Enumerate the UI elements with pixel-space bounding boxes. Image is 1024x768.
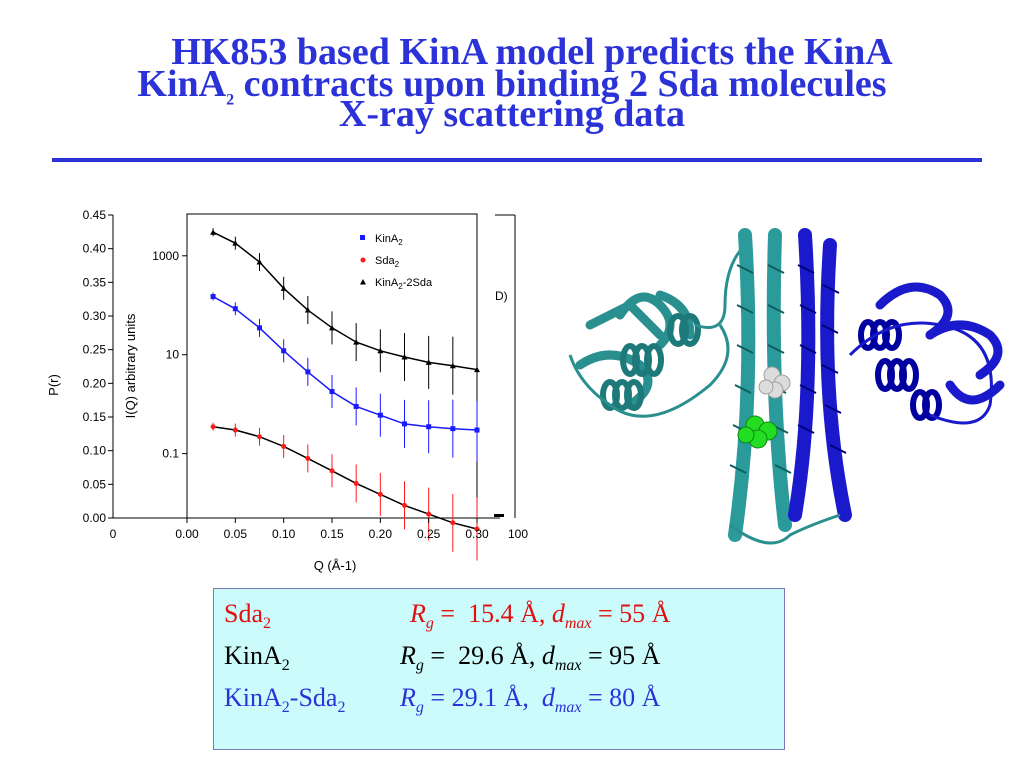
legend-marker [360, 257, 366, 263]
data-point [329, 389, 335, 395]
data-point [450, 520, 456, 526]
iq-xtick-label: 0.00 [175, 527, 199, 541]
iq-ytick-label: 10 [166, 348, 180, 362]
pr-partial-label: D) [495, 289, 508, 303]
data-point [232, 427, 238, 433]
data-point [304, 307, 311, 313]
data-point [474, 366, 480, 373]
pr-yticks: 0.45 0.40 0.35 0.30 0.25 0.20 0.15 0.10 0.05 0.00 [83, 208, 113, 525]
data-point [426, 424, 432, 430]
iq-chart: 0.00 0.05 0.10 0.15 0.20 0.25 0.30 1000 10 0.1 Ki… [123, 213, 489, 573]
iq-xtick-label: 0.10 [272, 527, 296, 541]
legend-label: KinA2 [375, 233, 403, 247]
data-point [281, 443, 287, 449]
iq-xtick-label: 0.25 [417, 527, 441, 541]
legend-marker [360, 279, 366, 285]
data-point [449, 362, 456, 369]
slide-title-line3: X-ray scattering data [338, 93, 686, 135]
data-point [401, 353, 408, 360]
pr-ytick-label: 0.45 [83, 208, 107, 222]
legend-label: Sda2 [375, 255, 400, 269]
data-point [256, 258, 263, 265]
pr-xtick-left: 0 [110, 527, 117, 541]
pr-ytick-label: 0.20 [83, 376, 107, 390]
iq-xtick-label: 0.05 [224, 527, 248, 541]
data-point [474, 526, 480, 532]
iq-xtick-label: 0.20 [369, 527, 393, 541]
data-point [474, 427, 480, 433]
iq-xlabel: Q (Å-1) [314, 558, 357, 573]
data-point [257, 325, 262, 331]
data-point [257, 434, 262, 440]
pr-ytick-label: 0.00 [83, 511, 107, 525]
data-point [402, 502, 407, 508]
pr-ytick-label: 0.15 [83, 410, 107, 424]
data-point [281, 348, 287, 354]
data-point [232, 240, 239, 246]
legend-marker [360, 235, 365, 240]
data-point [402, 421, 407, 427]
data-point [353, 339, 360, 345]
iq-ytick-label: 0.1 [162, 447, 179, 461]
series-Sda2 [210, 422, 480, 561]
data-point [353, 480, 359, 486]
data-point [305, 369, 311, 375]
data-point [377, 412, 383, 418]
title-divider [52, 158, 982, 162]
data-point [210, 294, 216, 300]
pr-ytick-label: 0.30 [83, 309, 107, 323]
pr-ytick-label: 0.25 [83, 343, 107, 357]
pr-ytick-label: 0.10 [83, 444, 107, 458]
pr-ytick-label: 0.40 [83, 242, 107, 256]
pr-plot: P(r) 0.450.400.350.300.250.200.150.100.0… [46, 208, 528, 541]
data-point [280, 285, 287, 291]
series-fit-line [212, 295, 478, 431]
series-KinA2-2Sda [210, 228, 480, 402]
pr-ylabel: P(r) [46, 374, 61, 396]
pr-xtick-right: 100 [508, 527, 528, 541]
iq-xtick-label: 0.30 [465, 527, 489, 541]
data-point [377, 347, 384, 354]
results-box: Sda2 Rg = 15.4 Å, dmax = 55 Å KinA2 Rg =… [213, 588, 785, 750]
data-point [426, 511, 432, 517]
iq-ytick-label: 1000 [152, 249, 179, 263]
data-point [232, 306, 238, 312]
iq-ylabel: I(Q) arbitrary units [123, 313, 138, 418]
series-fit-line [212, 231, 478, 371]
data-point [329, 468, 335, 474]
data-point [353, 403, 359, 409]
pr-ytick-label: 0.05 [83, 477, 107, 491]
slide-title-line1: HK853 based KinA model predicts the KinA [171, 31, 893, 73]
data-point [377, 491, 383, 497]
iq-xtick-label: 0.15 [320, 527, 344, 541]
protein-structure-image [568, 228, 1005, 545]
series-fit-line [212, 425, 478, 530]
data-point [450, 426, 456, 432]
pr-ytick-label: 0.35 [83, 275, 107, 289]
slide-title-line2: KinA2 contracts upon binding 2 Sda molec… [137, 63, 887, 109]
data-point [305, 455, 311, 461]
data-point [210, 424, 216, 430]
legend-label: KinA2-2Sda [375, 277, 433, 291]
data-point [329, 324, 335, 331]
series-KinA2 [210, 292, 480, 462]
data-point [425, 359, 432, 365]
data-point [210, 229, 217, 235]
